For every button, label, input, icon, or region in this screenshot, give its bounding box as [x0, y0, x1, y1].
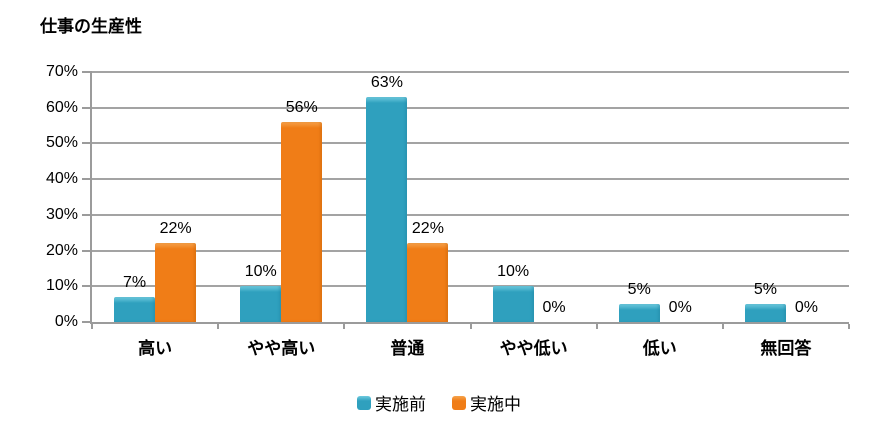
data-label: 63%	[370, 74, 403, 91]
x-axis-tick	[595, 324, 598, 329]
bar-pair: 63% 22%	[366, 74, 449, 322]
y-axis-label: 10%	[45, 277, 78, 295]
bar-実施前-無回答: 5%	[744, 281, 786, 322]
x-axis-tick	[848, 324, 850, 329]
bar-pair: 10% 56%	[240, 99, 323, 322]
bar-実施中-やや高い: 56%	[281, 99, 323, 322]
y-axis-label: 20%	[45, 241, 78, 259]
gridline	[92, 213, 849, 216]
data-label: 0%	[794, 299, 818, 316]
legend-item-実施前: 実施前	[357, 390, 426, 415]
data-label: 10%	[244, 263, 277, 280]
y-axis-label: 50%	[45, 134, 78, 152]
bar-実施前-普通: 63%	[366, 74, 408, 322]
x-axis-label: 低い	[642, 339, 677, 358]
bar-実施中-高い: 22%	[155, 220, 197, 322]
x-axis-tick	[343, 324, 346, 329]
category-cell: 5% 0% 無回答	[723, 72, 849, 358]
bar-実施中-普通: 22%	[407, 220, 449, 322]
x-axis-label: 無回答	[760, 339, 812, 358]
y-axis-tick	[82, 142, 92, 145]
legend-marker-icon	[452, 395, 466, 410]
bar-pair: 10% 0%	[492, 263, 575, 322]
category-cell: 10% 56% やや高い	[218, 72, 344, 358]
data-label: 56%	[285, 99, 318, 116]
y-axis-tick	[82, 213, 92, 216]
bar-実施前-低い: 5%	[618, 281, 660, 322]
gridline	[92, 106, 849, 109]
data-label: 0%	[668, 299, 692, 316]
y-axis-tick	[82, 249, 92, 252]
y-axis-label: 0%	[54, 313, 78, 330]
data-label: 10%	[497, 263, 530, 280]
x-axis-tick	[721, 324, 724, 329]
legend-label: 実施中	[470, 395, 521, 414]
category-cell: 7% 22% 高い	[92, 72, 218, 358]
y-axis-tick	[82, 285, 92, 288]
legend-marker-icon	[357, 395, 371, 410]
bar-実施前-やや低い: 10%	[492, 263, 534, 322]
legend-label: 実施前	[375, 395, 426, 414]
chart-title: 仕事の生産性	[40, 17, 142, 36]
y-axis-label: 40%	[45, 170, 78, 188]
data-label: 0%	[542, 299, 566, 316]
y-axis-tick	[82, 321, 92, 323]
gridline	[92, 142, 849, 145]
data-label: 7%	[123, 274, 147, 291]
x-axis-label: 普通	[390, 339, 425, 358]
data-label: 22%	[159, 220, 192, 237]
data-label: 5%	[753, 281, 777, 298]
plot-area: 70% 60% 50% 40% 30% 20% 10% 0% 7% 22% 高い 10% 56% やや高い…	[46, 63, 850, 358]
category-cell: 5% 0% 低い	[597, 72, 723, 358]
x-axis-tick	[217, 324, 220, 329]
bar-実施前-やや高い: 10%	[240, 263, 282, 322]
x-axis-label: 高い	[138, 339, 173, 358]
bar-実施前-高い: 7%	[114, 274, 156, 322]
bar-pair: 7% 22%	[114, 220, 197, 322]
gridline	[92, 285, 849, 288]
data-label: 22%	[411, 220, 444, 237]
data-label: 5%	[627, 281, 651, 298]
y-axis-label: 30%	[45, 205, 78, 223]
gridline	[92, 249, 849, 252]
x-axis-label: やや低い	[499, 339, 568, 358]
bar-pair: 5% 0%	[744, 281, 827, 322]
gridline	[92, 71, 849, 73]
x-axis-tick	[469, 324, 472, 329]
x-axis-tick	[91, 324, 93, 329]
gridline	[92, 178, 849, 181]
legend-item-実施中: 実施中	[452, 390, 521, 415]
y-axis-tick	[82, 71, 92, 73]
y-axis-label: 60%	[45, 98, 78, 116]
y-axis-label: 70%	[45, 63, 78, 80]
y-axis-tick	[82, 178, 92, 181]
category-cell: 10% 0% やや低い	[471, 72, 597, 358]
category-cell: 63% 22% 普通	[344, 72, 470, 358]
legend: 実施前 実施中	[0, 390, 878, 415]
x-axis-label: やや高い	[247, 339, 316, 358]
y-axis-tick	[82, 106, 92, 109]
bar-pair: 5% 0%	[618, 281, 701, 322]
